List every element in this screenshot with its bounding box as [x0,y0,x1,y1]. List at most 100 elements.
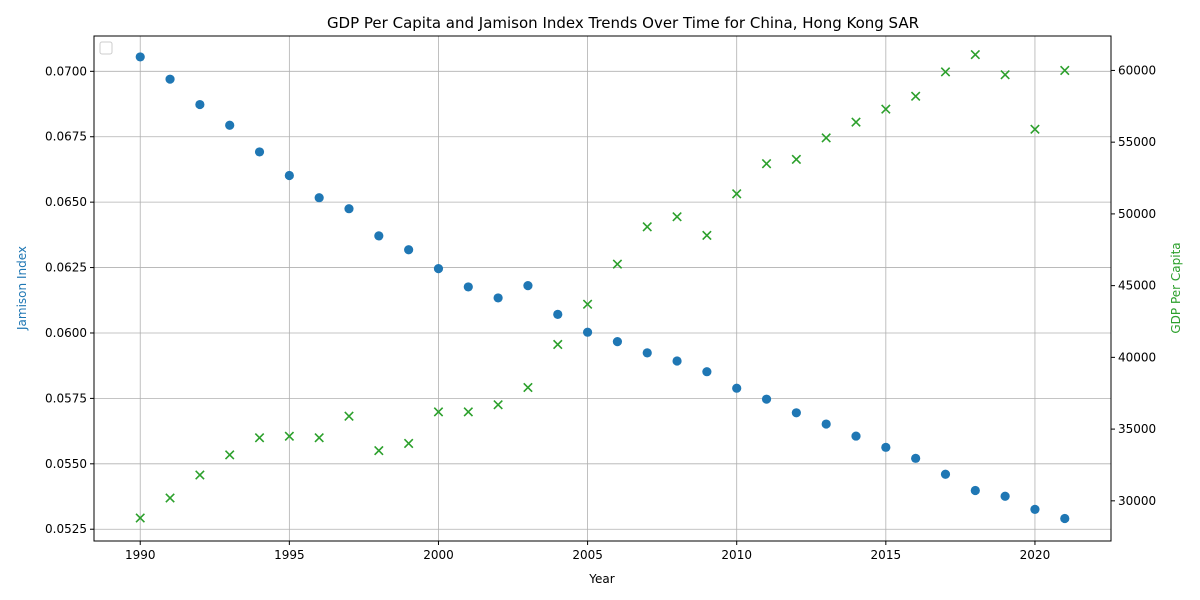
y-left-tick-label: 0.0600 [45,326,87,340]
jamison-point [642,348,652,358]
y-right-tick-label: 45000 [1118,279,1156,293]
gdp-point [552,339,563,350]
gdp-point [433,407,444,417]
gdp-point [702,230,712,241]
gdp-point [284,431,295,442]
jamison-point [732,383,742,393]
y-left-tick-label: 0.0675 [45,130,87,144]
jamison-point [165,74,175,84]
gdp-point [403,438,414,449]
jamison-point [1060,513,1070,524]
jamison-point [344,204,354,214]
jamison-point [225,120,235,130]
jamison-point [970,485,980,496]
gdp-point [970,49,981,60]
jamison-point [135,52,145,62]
jamison-point [702,367,712,377]
gdp-point [940,67,951,77]
jamison-point [553,309,563,320]
gdp-point [881,104,891,114]
jamison-point [940,469,951,479]
jamison-point [254,147,265,157]
gdp-point [612,259,623,269]
gdp-point [761,158,772,169]
jamison-point [433,264,444,274]
gdp-point [821,133,831,143]
jamison-point [582,327,593,337]
gdp-point [791,154,802,165]
jamison-point [672,356,682,366]
jamison-point [881,442,891,452]
jamison-point [314,193,324,203]
jamison-point [493,293,503,303]
x-tick-label: 2020 [1020,548,1051,562]
y-left-tick-label: 0.0525 [45,522,87,536]
gdp-point [344,411,354,421]
y-right-tick-label: 35000 [1118,422,1156,436]
gdp-point [224,450,235,460]
jamison-point [463,282,473,292]
grid [94,36,1111,541]
x-tick-label: 2015 [871,548,902,562]
gdp-point [314,432,324,443]
x-tick-label: 2005 [572,548,603,562]
jamison-point [195,99,205,110]
jamison-point [1000,491,1010,501]
gdp-point [135,513,145,523]
jamison-point [821,419,831,429]
y-axis-left-label: Jamison Index [15,246,29,331]
y-axis-right: 30000 35000 40000 45000 50000 55000 60000 [1111,63,1156,508]
x-tick-label: 1995 [274,548,305,562]
jamison-point [761,394,772,404]
gdp-point [493,399,503,410]
jamison-series [135,52,1070,524]
jamison-point [791,408,801,418]
y-right-tick-label: 60000 [1118,63,1156,77]
y-axis-left: 0.0525 0.0550 0.0575 0.0600 0.0625 0.0650 0.06… [45,64,94,536]
gdp-point [1060,65,1070,76]
chart-title: GDP Per Capita and Jamison Index Trends … [327,14,919,32]
legend-box [99,41,113,55]
y-left-tick-label: 0.0700 [45,64,87,78]
gdp-point [1030,124,1040,135]
x-tick-label: 1990 [125,548,156,562]
y-left-tick-label: 0.0650 [45,195,87,209]
gdp-point [672,212,682,222]
y-left-tick-label: 0.0550 [45,457,87,471]
y-right-tick-label: 40000 [1118,350,1156,364]
jamison-point [911,453,921,463]
gdp-point [195,470,205,480]
jamison-point [523,281,533,291]
x-tick-label: 2000 [423,548,454,562]
x-axis-label: Year [588,572,614,586]
y-left-tick-label: 0.0575 [45,391,87,405]
plot-frame [93,35,1112,542]
gdp-point [523,382,533,393]
gdp-point [463,407,474,417]
jamison-point [612,337,623,347]
jamison-point [284,170,294,181]
gdp-point [374,445,384,456]
y-right-tick-label: 50000 [1118,207,1156,221]
gdp-point [851,117,861,127]
gdp-series [135,49,1070,523]
gdp-point [582,299,593,310]
y-right-tick-label: 30000 [1118,494,1156,508]
jamison-point [851,431,861,441]
jamison-point [1030,504,1040,514]
y-axis-right-label: GDP Per Capita [1169,242,1183,333]
gdp-point [642,222,653,232]
gdp-point [1000,69,1010,80]
x-axis: 1990 1995 2000 2005 2010 2015 2020 [125,541,1050,562]
jamison-point [404,245,414,255]
y-left-tick-label: 0.0625 [45,261,87,275]
gdp-point [254,432,265,443]
x-tick-label: 2010 [721,548,752,562]
gdp-point [165,493,175,503]
gdp-point [910,91,921,102]
y-right-tick-label: 55000 [1118,135,1156,149]
jamison-point [374,231,384,241]
gdp-point [731,189,742,199]
